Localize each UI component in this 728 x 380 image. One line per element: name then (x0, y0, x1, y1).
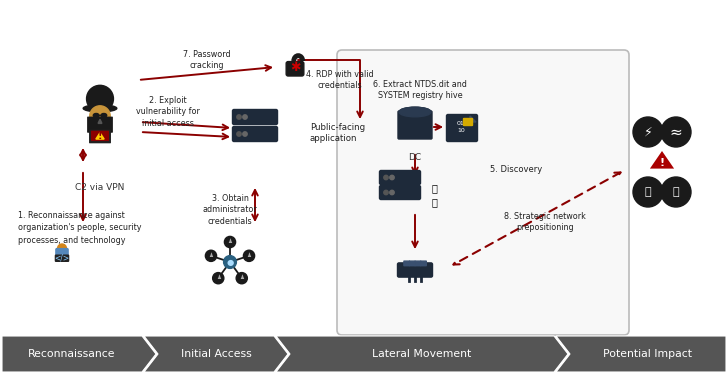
Text: !: ! (660, 158, 665, 168)
Ellipse shape (101, 114, 107, 117)
FancyBboxPatch shape (397, 263, 432, 277)
Text: ♟: ♟ (228, 239, 232, 244)
Circle shape (243, 250, 255, 261)
FancyBboxPatch shape (446, 114, 478, 141)
Polygon shape (2, 336, 156, 372)
Text: DC: DC (408, 154, 422, 163)
Polygon shape (98, 119, 102, 124)
Circle shape (243, 132, 248, 136)
Circle shape (661, 117, 691, 147)
Text: 8. Strategic network
prepositioning: 8. Strategic network prepositioning (504, 212, 586, 233)
Text: 2. Exploit
vulnerability for
initial access: 2. Exploit vulnerability for initial acc… (136, 96, 200, 128)
Text: ≈: ≈ (670, 125, 682, 139)
FancyBboxPatch shape (464, 119, 472, 125)
Circle shape (205, 250, 216, 261)
Circle shape (384, 175, 388, 180)
FancyBboxPatch shape (398, 111, 432, 139)
Circle shape (389, 175, 394, 180)
Text: Reconnaissance: Reconnaissance (28, 349, 116, 359)
Polygon shape (144, 336, 288, 372)
FancyBboxPatch shape (415, 261, 421, 266)
Circle shape (633, 117, 663, 147)
Circle shape (90, 106, 110, 126)
FancyBboxPatch shape (232, 109, 277, 125)
Polygon shape (470, 116, 476, 122)
Polygon shape (650, 151, 674, 169)
Text: 01
10: 01 10 (457, 121, 465, 133)
Text: 🚌: 🚌 (673, 187, 679, 197)
Ellipse shape (399, 107, 431, 117)
FancyBboxPatch shape (379, 185, 421, 200)
Circle shape (633, 177, 663, 207)
Circle shape (389, 190, 394, 195)
Text: Potential Impact: Potential Impact (604, 349, 692, 359)
FancyBboxPatch shape (92, 131, 108, 140)
FancyBboxPatch shape (409, 261, 415, 266)
FancyBboxPatch shape (55, 255, 68, 261)
Polygon shape (556, 336, 726, 372)
Circle shape (223, 256, 237, 268)
Circle shape (87, 86, 114, 112)
Ellipse shape (83, 105, 116, 112)
Circle shape (236, 272, 248, 284)
Text: Public-facing
application: Public-facing application (310, 123, 365, 143)
Text: 🔍: 🔍 (432, 197, 438, 207)
Text: ●: ● (226, 258, 234, 266)
Text: 4. RDP with valid
credentials: 4. RDP with valid credentials (306, 70, 373, 90)
Circle shape (58, 244, 66, 253)
FancyBboxPatch shape (421, 261, 427, 266)
Text: ♟: ♟ (247, 253, 251, 258)
Text: 7. Password
cracking: 7. Password cracking (183, 50, 231, 70)
FancyBboxPatch shape (404, 261, 409, 266)
Text: 5. Discovery: 5. Discovery (490, 166, 542, 174)
Text: ♟: ♟ (215, 275, 221, 280)
Text: ✱: ✱ (290, 61, 300, 74)
FancyBboxPatch shape (88, 117, 112, 132)
FancyBboxPatch shape (56, 249, 68, 258)
Circle shape (213, 272, 223, 284)
Circle shape (384, 190, 388, 195)
FancyBboxPatch shape (286, 62, 304, 76)
Circle shape (661, 177, 691, 207)
Circle shape (243, 115, 248, 119)
Ellipse shape (399, 107, 431, 117)
Text: 3. Obtain
administrator
credentials: 3. Obtain administrator credentials (202, 194, 258, 226)
Text: 📡: 📡 (645, 187, 652, 197)
FancyBboxPatch shape (90, 130, 110, 142)
FancyBboxPatch shape (379, 171, 421, 185)
Text: ♟: ♟ (208, 253, 213, 258)
Text: 📋: 📋 (432, 183, 438, 193)
Polygon shape (96, 133, 104, 139)
FancyBboxPatch shape (232, 127, 277, 141)
FancyBboxPatch shape (337, 50, 629, 335)
Text: Initial Access: Initial Access (181, 349, 251, 359)
Text: !: ! (98, 131, 102, 141)
Circle shape (237, 132, 241, 136)
Text: 1. Reconnaissance against
organization's people, security
processes, and technol: 1. Reconnaissance against organization's… (18, 211, 141, 245)
Text: C2 via VPN: C2 via VPN (75, 182, 124, 192)
Text: Lateral Movement: Lateral Movement (373, 349, 472, 359)
Text: ⚡: ⚡ (644, 125, 652, 138)
Ellipse shape (93, 114, 99, 117)
Circle shape (224, 236, 236, 248)
Text: </>: </> (55, 253, 70, 263)
Text: ♟: ♟ (240, 275, 244, 280)
Text: 6. Extract NTDS.dit and
SYSTEM registry hive: 6. Extract NTDS.dit and SYSTEM registry … (373, 79, 467, 100)
Polygon shape (276, 336, 568, 372)
Circle shape (237, 115, 241, 119)
